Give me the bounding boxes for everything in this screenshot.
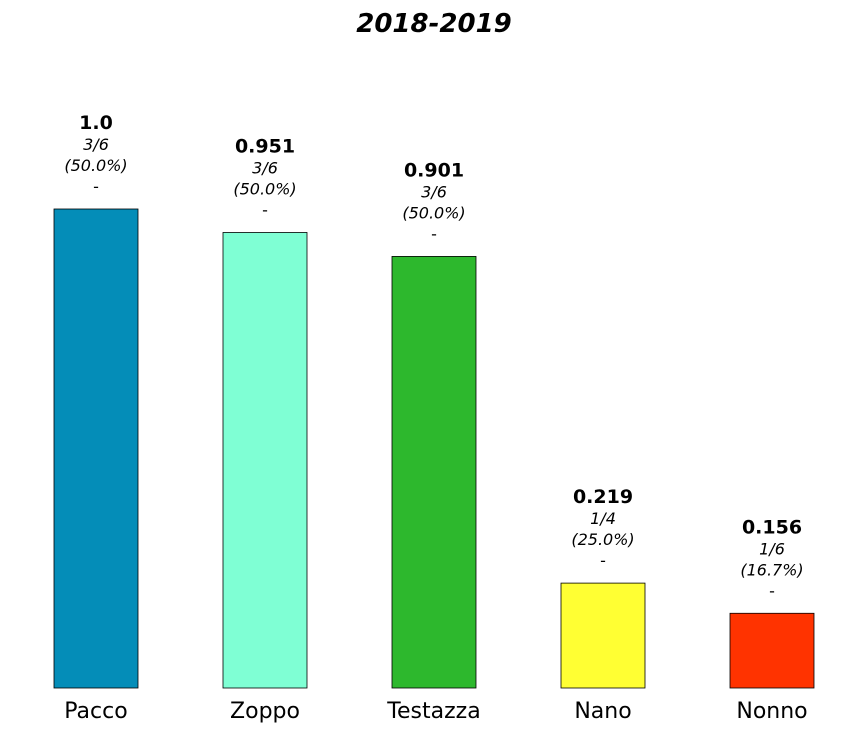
category-label: Nonno	[736, 699, 807, 724]
dash-label: -	[600, 551, 606, 570]
bar-nano	[560, 582, 646, 689]
bar-testazza	[391, 256, 477, 689]
value-label: 0.951	[235, 135, 295, 157]
percent-label: (50.0%)	[64, 156, 127, 175]
percent-label: (16.7%)	[740, 560, 803, 579]
percent-label: (50.0%)	[402, 203, 465, 222]
chart-title: 2018-2019	[356, 9, 512, 39]
value-label: 0.901	[404, 159, 464, 181]
fraction-label: 1/6	[759, 539, 785, 558]
fraction-label: 3/6	[421, 182, 447, 201]
category-label: Nano	[574, 699, 631, 724]
dash-label: -	[769, 581, 775, 600]
labels-group: 1.03/6(50.0%)-Pacco0.9513/6(50.0%)-Zoppo…	[64, 112, 807, 724]
category-label: Testazza	[386, 699, 480, 724]
dash-label: -	[93, 177, 99, 196]
bars-group	[53, 208, 815, 689]
bar-nonno	[729, 612, 815, 689]
fraction-label: 3/6	[83, 135, 109, 154]
dash-label: -	[431, 224, 437, 243]
bar-pacco	[53, 208, 139, 689]
value-label: 0.219	[573, 486, 633, 508]
fraction-label: 1/4	[590, 509, 616, 528]
bar-zoppo	[222, 232, 308, 689]
percent-label: (25.0%)	[571, 530, 634, 549]
value-label: 1.0	[79, 112, 113, 134]
dash-label: -	[262, 200, 268, 219]
category-label: Pacco	[64, 699, 127, 724]
fraction-label: 3/6	[252, 158, 278, 177]
value-label: 0.156	[742, 516, 802, 538]
category-label: Zoppo	[230, 699, 300, 724]
percent-label: (50.0%)	[233, 179, 296, 198]
